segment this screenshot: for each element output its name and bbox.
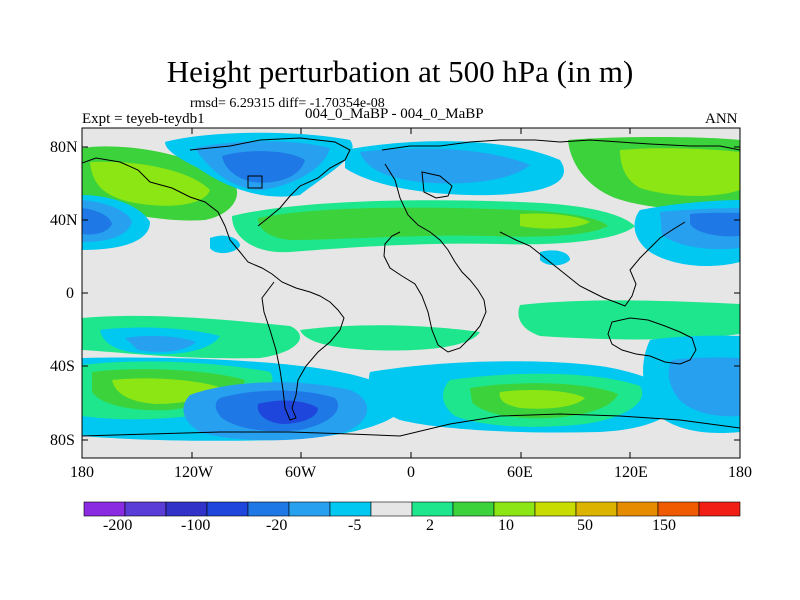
experiment-label: Expt = teyeb-teydb1 xyxy=(82,111,205,127)
colorbar-box xyxy=(616,501,659,517)
colorbar-box xyxy=(247,501,290,517)
contour-tropical-atlantic xyxy=(210,235,240,254)
lat-label-80s: 80S xyxy=(50,432,75,449)
contour-indian-ocean-band xyxy=(518,300,740,340)
colorbar-label: -5 xyxy=(348,517,362,534)
lon-label-60e: 60E xyxy=(507,464,533,481)
colorbar-box xyxy=(165,501,208,517)
contour-north-pacific-core xyxy=(90,161,210,206)
colorbar-box xyxy=(370,501,413,517)
colorbar-box xyxy=(575,501,618,517)
colorbar-label: -100 xyxy=(181,517,211,534)
colorbar-box xyxy=(329,501,372,517)
contour-midlat-band-core xyxy=(520,213,590,229)
colorbar-box xyxy=(698,501,741,517)
axis-ticks xyxy=(82,128,740,458)
coastline-arctic xyxy=(381,139,740,151)
colorbar-label: -20 xyxy=(266,517,288,534)
lat-label-40s: 40S xyxy=(50,358,75,375)
colorbar-box xyxy=(452,501,495,517)
stats-label: rmsd= 6.29315 diff= -1.70354e-08 xyxy=(190,96,385,111)
colorbar-label: 150 xyxy=(652,517,676,534)
lon-label-180w: 180 xyxy=(70,464,94,481)
coastline-asia xyxy=(499,221,686,307)
colorbar-label: 2 xyxy=(426,517,434,534)
lat-label-40n: 40N xyxy=(50,212,78,229)
contour-south-atlantic-low-core xyxy=(257,400,318,424)
colorbar xyxy=(83,501,741,517)
colorbar-label: 10 xyxy=(498,517,514,534)
lon-label-180e: 180 xyxy=(728,464,752,481)
colorbar-box xyxy=(83,501,126,517)
colorbar-box xyxy=(657,501,700,517)
coastline-hudson xyxy=(247,175,263,189)
contour-north-atlantic-core xyxy=(360,148,530,184)
colorbar-box xyxy=(411,501,454,517)
colorbar-box xyxy=(534,501,577,517)
lon-label-120w: 120W xyxy=(174,464,214,481)
colorbar-box xyxy=(493,501,536,517)
contour-field xyxy=(82,128,740,458)
center-label: 004_0_MaBP - 004_0_MaBP xyxy=(305,106,484,122)
colorbar-box xyxy=(206,501,249,517)
contour-asia-small xyxy=(540,250,570,266)
season-label: ANN xyxy=(705,111,738,127)
contour-south-pacific-core xyxy=(125,335,196,352)
lon-label-0: 0 xyxy=(407,464,415,481)
contour-south-pacific-east-core xyxy=(668,357,740,417)
coastline-americas xyxy=(82,157,345,421)
coastlines xyxy=(82,137,740,437)
coastline-africa-europe xyxy=(383,163,487,353)
colorbar-label: 50 xyxy=(577,517,593,534)
contour-west-pacific-core xyxy=(690,212,740,237)
coastline-antarctica xyxy=(82,413,740,437)
lat-label-eq: 0 xyxy=(66,285,74,302)
plot-title: Height perturbation at 500 hPa (in m) xyxy=(166,54,634,89)
coastline-australia xyxy=(607,317,697,365)
contour-east-pacific-core xyxy=(82,208,112,235)
contour-south-atlantic-band xyxy=(300,325,480,351)
contour-north-america-core xyxy=(222,151,305,183)
contour-eurasia-core xyxy=(620,148,740,196)
lat-label-80n: 80N xyxy=(50,139,78,156)
coastline-north-america xyxy=(189,137,351,227)
lon-label-60w: 60W xyxy=(285,464,317,481)
colorbar-box xyxy=(288,501,331,517)
colorbar-label: -200 xyxy=(103,517,133,534)
contour-southern-ocean-east-core xyxy=(499,390,585,409)
colorbar-box xyxy=(124,501,167,517)
lon-label-120e: 120E xyxy=(614,464,648,481)
coastline-scandinavia xyxy=(421,171,453,199)
